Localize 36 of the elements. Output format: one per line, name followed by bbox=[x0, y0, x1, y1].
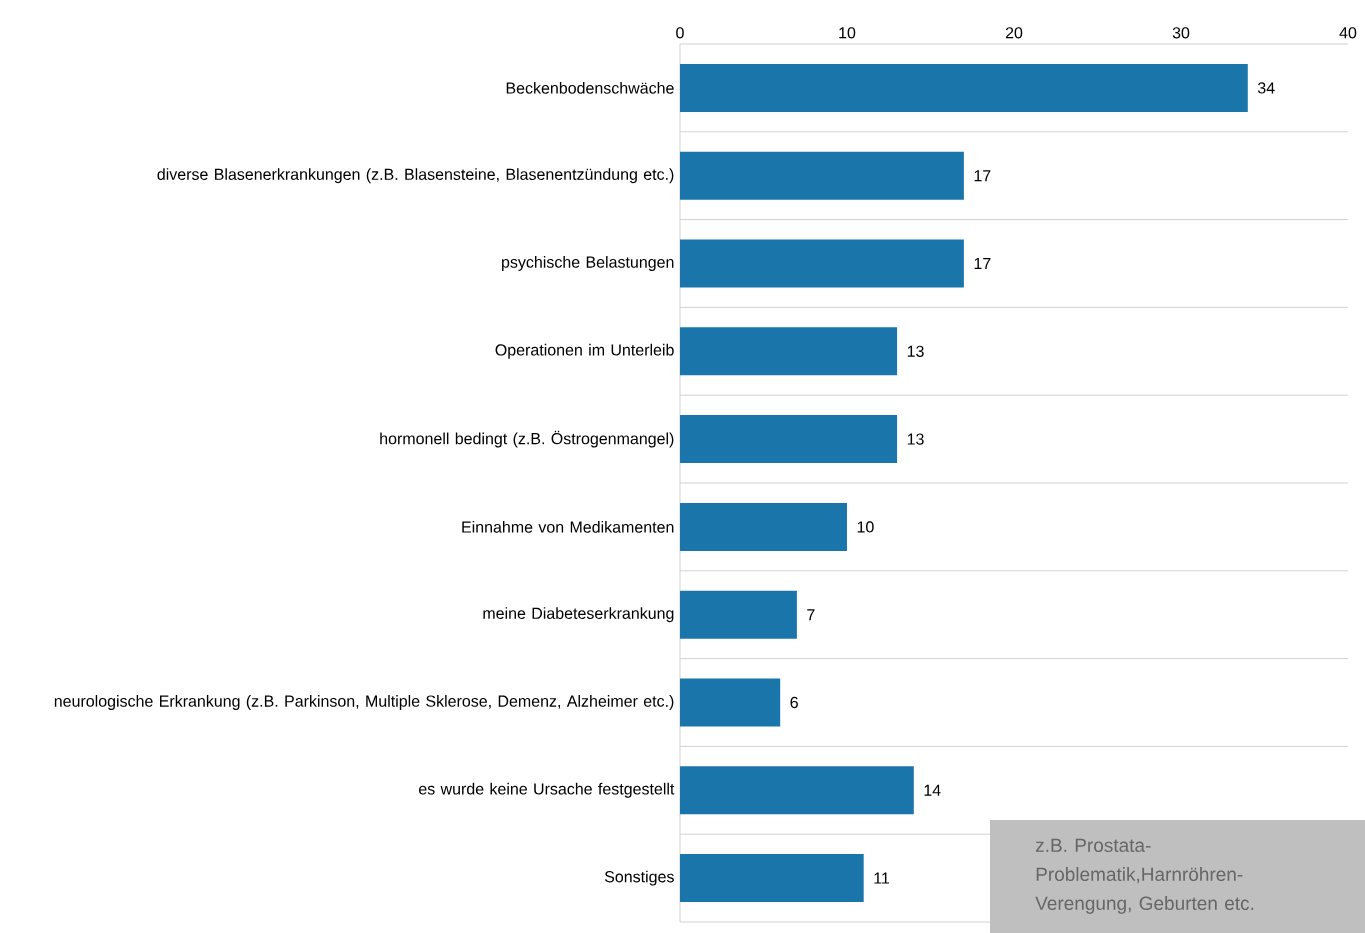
bar bbox=[679, 151, 964, 200]
bar bbox=[679, 415, 898, 464]
y-tick-label: es wurde keine Ursache festgestellt bbox=[419, 782, 675, 798]
bar bbox=[679, 502, 847, 551]
data-label: 13 bbox=[907, 433, 924, 445]
bar bbox=[679, 63, 1248, 112]
data-label: 11 bbox=[874, 872, 890, 884]
y-tick-label: neurologische Erkrankung (z.B. Parkinson, Multiple Sklerose, Demenz, Alzheimer etc.) bbox=[54, 695, 674, 710]
data-label: 6 bbox=[790, 696, 798, 709]
x-tick-label: 0 bbox=[676, 27, 684, 39]
bar bbox=[679, 766, 914, 815]
x-tick-label: 40 bbox=[1339, 27, 1357, 39]
data-label: 17 bbox=[974, 257, 991, 269]
data-label: 14 bbox=[924, 784, 941, 796]
y-tick-label: psychische Belastungen bbox=[502, 256, 674, 271]
bar bbox=[679, 854, 864, 903]
x-tick-label: 20 bbox=[1005, 27, 1023, 39]
bar bbox=[679, 590, 797, 639]
y-tick-label: hormonell bedingt (z.B. Östrogenmangel) bbox=[380, 430, 674, 448]
y-tick-label: meine Diabeteserkrankung bbox=[483, 607, 674, 623]
bar bbox=[679, 678, 781, 727]
x-tick-label: 10 bbox=[839, 27, 856, 39]
annotation: z.B. Prostata-Problematik,Harnröhren-Verengung, Geburten etc. bbox=[1035, 838, 1254, 914]
y-tick-label: Sonstiges bbox=[604, 870, 674, 886]
bar bbox=[679, 327, 898, 376]
data-label: 13 bbox=[907, 345, 924, 357]
data-label: 10 bbox=[857, 521, 874, 533]
y-tick-label: Einnahme von Medikamenten bbox=[462, 521, 674, 533]
y-tick-label: diverse Blasenerkrankungen (z.B. Blasensteine, Blasenentzündung etc.) bbox=[157, 168, 674, 184]
x-tick-label: 30 bbox=[1172, 27, 1190, 39]
data-label: 7 bbox=[807, 609, 815, 621]
data-label: 34 bbox=[1257, 82, 1275, 94]
y-tick-label: Operationen im Unterleib bbox=[495, 343, 674, 359]
data-label: 17 bbox=[974, 170, 991, 182]
bar bbox=[679, 239, 964, 288]
y-tick-label: Beckenbodenschwäche bbox=[506, 82, 674, 94]
